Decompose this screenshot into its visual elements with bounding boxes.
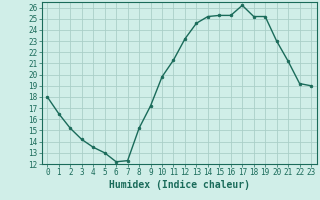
- X-axis label: Humidex (Indice chaleur): Humidex (Indice chaleur): [109, 180, 250, 190]
